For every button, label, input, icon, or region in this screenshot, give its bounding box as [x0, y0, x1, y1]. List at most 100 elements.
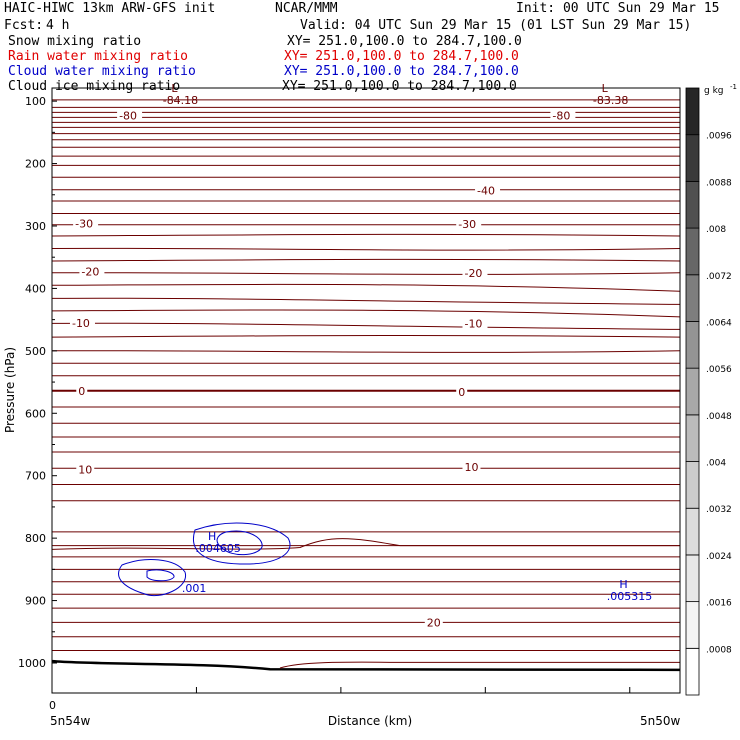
colorbar-segment	[685, 507, 700, 556]
contour-label: -40	[477, 184, 495, 197]
contour-label-bg	[475, 183, 501, 196]
contour-label-bg	[456, 385, 468, 398]
contour-label: -20	[464, 267, 482, 280]
contour-label: -30	[75, 217, 93, 230]
colorbar-segment	[685, 367, 700, 416]
contour-label: 0	[78, 385, 85, 398]
extremum-value: -83.38	[593, 94, 628, 107]
colorbar-segment	[685, 180, 700, 229]
contour-label-bg	[76, 383, 88, 396]
colorbar-segment	[685, 554, 700, 603]
contour-label: -80	[552, 109, 570, 122]
contour-label: -80	[119, 109, 137, 122]
field-xy-cloudwater: XY= 251.0,100.0 to 284.7,100.0	[284, 64, 519, 79]
colorbar-label: .0048	[706, 412, 732, 422]
fcst-value: 4 h	[46, 18, 70, 33]
y-tick-label: 400	[25, 282, 46, 295]
contour-label-bg	[117, 108, 143, 121]
colorbar: .0008 .0016 .0024 .0032 .004 .0048 .0056 .0064.…	[685, 83, 737, 696]
contour-label: -30	[458, 218, 476, 231]
contour-label: 0	[458, 386, 465, 399]
contour-label-bg	[462, 265, 488, 278]
isotherm-line	[51, 247, 681, 251]
cloud-water-label: .001	[182, 582, 207, 595]
y-tick-label: 900	[25, 595, 46, 608]
y-tick-label: 100	[25, 95, 46, 108]
contour-label-bg	[73, 216, 99, 229]
y-axis-label: Pressure (hPa)	[3, 347, 17, 433]
colorbar-label: .008	[706, 225, 726, 235]
field-xy-snow: XY= 251.0,100.0 to 284.7,100.0	[287, 34, 522, 49]
y-tick-label: 600	[25, 407, 46, 420]
contour-label: 10	[464, 461, 478, 474]
isotherm-line	[51, 335, 681, 338]
isotherm-line	[51, 309, 681, 318]
x-start-label: 5n54w	[50, 714, 91, 728]
contour-label-bg	[456, 217, 482, 230]
plot-frame	[51, 87, 681, 694]
y-tick-label: 800	[25, 532, 46, 545]
cloud-water-contour	[216, 530, 263, 556]
field-name-snow: Snow mixing ratio	[8, 34, 142, 49]
contour-labels: -80 -80 -40 -30 -30 -20 -20 -10 -10 0 0 10 10 20 .001 L…	[69, 82, 653, 629]
colorbar-unit-exponent: -1	[730, 83, 737, 91]
extremum-value: .004605	[195, 542, 241, 555]
x-end-label: 5n50w	[640, 714, 681, 728]
cloud-water-contour	[193, 522, 291, 565]
isotherm-line	[51, 322, 681, 330]
temperature-contours	[51, 98, 681, 651]
cloud-water-contour	[118, 559, 186, 596]
colorbar-segment	[685, 227, 700, 276]
field-xy-cloudice: XY= 251.0,100.0 to 284.7,100.0	[282, 79, 517, 94]
isotherm-line	[51, 283, 681, 292]
isotherm-line	[51, 350, 681, 353]
colorbar-label: .0064	[706, 318, 732, 328]
extremum-symbol: H	[208, 530, 216, 543]
field-name-rain: Rain water mixing ratio	[8, 49, 189, 64]
colorbar-label: .0072	[706, 272, 732, 282]
field-xy-rain: XY= 251.0,100.0 to 284.7,100.0	[284, 49, 519, 64]
ground-line	[51, 659, 681, 672]
contour-label: -10	[464, 317, 482, 330]
colorbar-label: .0032	[706, 505, 732, 515]
y-tick-label: 1000	[18, 657, 46, 670]
colorbar-label: .0008	[706, 645, 732, 655]
colorbar-segment	[685, 321, 700, 369]
x-axis-label: Distance (km)	[328, 714, 412, 728]
colorbar-label: .0024	[706, 552, 732, 562]
colorbar-segment	[685, 274, 700, 322]
colorbar-label: .0056	[706, 365, 732, 375]
valid-time: Valid: 04 UTC Sun 29 Mar 15 (01 LST Sun …	[300, 18, 692, 33]
colorbar-segment	[685, 87, 700, 136]
y-tick-label: 500	[25, 345, 46, 358]
x-origin-label: 0	[49, 699, 56, 712]
colorbar-label: .0016	[706, 599, 732, 609]
colorbar-segment	[685, 647, 700, 696]
extremum-value: .005315	[607, 590, 653, 603]
y-tick-label: 200	[25, 158, 46, 171]
contour-label: -20	[81, 266, 99, 279]
y-tick-label: 700	[25, 470, 46, 483]
colorbar-segment	[685, 414, 700, 462]
colorbar-label: .0088	[706, 178, 732, 188]
isotherm-line	[51, 297, 681, 305]
colorbar-label: .0096	[706, 132, 732, 142]
field-name-cloudice: Cloud ice mixing ratio	[8, 79, 181, 94]
y-tick-label: 300	[25, 220, 46, 233]
colorbar-segment	[685, 601, 700, 649]
model-title: HAIC-HIWC 13km ARW-GFS init	[4, 1, 216, 16]
contour-label: 20	[427, 616, 441, 629]
contour-label: 10	[78, 463, 92, 476]
org-label: NCAR/MMM	[275, 1, 338, 16]
init-time: Init: 00 UTC Sun 29 Mar 15	[516, 1, 720, 16]
contour-label-bg	[76, 462, 95, 475]
colorbar-label: .004	[706, 459, 726, 469]
cloud-water-contour	[146, 569, 175, 582]
isotherm-line	[51, 272, 681, 275]
contour-label-bg	[424, 615, 443, 628]
extremum-symbol: H	[619, 578, 627, 591]
contour-label-bg	[462, 316, 488, 329]
colorbar-unit: g kg	[704, 86, 724, 96]
